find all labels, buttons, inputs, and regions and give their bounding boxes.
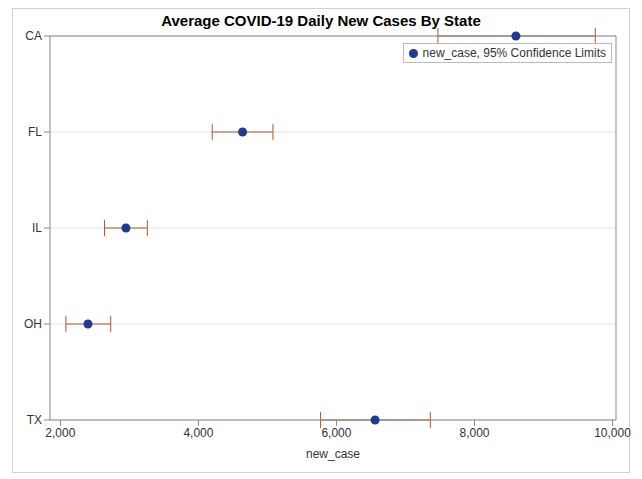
svg-text:4,000: 4,000 [183,426,213,440]
svg-text:IL: IL [32,221,42,235]
svg-text:2,000: 2,000 [45,426,75,440]
svg-text:OH: OH [24,317,42,331]
svg-text:CA: CA [25,29,42,43]
svg-text:6,000: 6,000 [321,426,351,440]
svg-text:TX: TX [27,413,42,427]
svg-text:FL: FL [28,125,42,139]
html-text:Average COVID-19 Daily New Cas: Average COVID-19 Daily New Cases By Stat… [161,12,481,29]
svg-text:8,000: 8,000 [459,426,489,440]
html-text:new_case, 95% Confidence Limit: new_case, 95% Confidence Limits [422,46,606,60]
svg-text:new_case: new_case [306,447,360,461]
svg-text:10,000: 10,000 [594,426,631,440]
